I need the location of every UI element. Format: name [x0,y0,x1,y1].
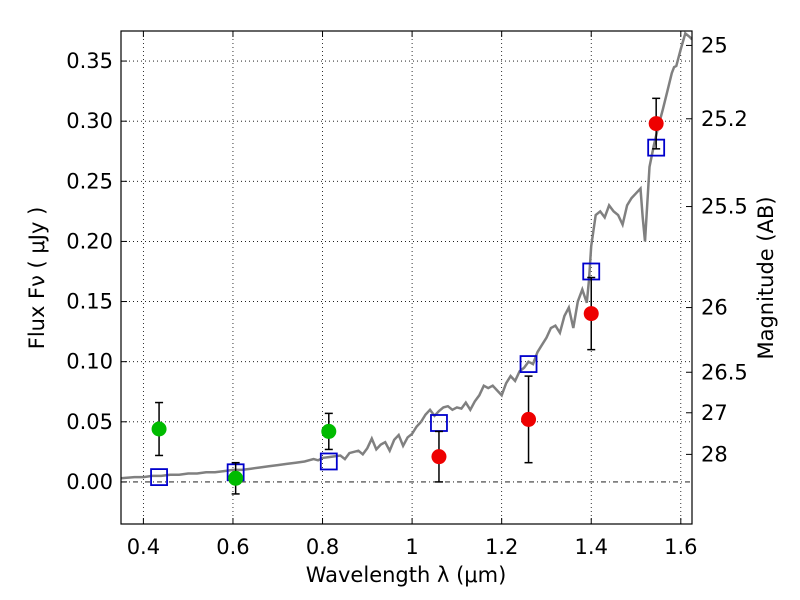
x-tick-label-4: 1.2 [485,535,518,559]
model-square-2 [319,452,338,471]
photometry-point-3-3 [648,116,664,132]
photometry-point-2-0 [151,421,167,437]
x-tick-label-6: 1.6 [664,535,697,559]
y-tick-label-6: 0.30 [66,109,113,133]
mag-tick-label-0: 25 [701,33,728,57]
plot-frame [120,30,693,525]
mag-tick-label-4: 26.5 [701,360,748,384]
photometry-point-2-2 [321,423,337,439]
x-tick-label-0: 0.4 [127,535,160,559]
photometry-point-3-2 [583,306,599,322]
photometry-point-2-1 [228,470,244,486]
y-tick-label-2: 0.10 [66,350,113,374]
plot-area: 0.4 0.6 0.8 1 1.2 1.4 1.6 0.00 0.05 0.10 0.15 0.20 0… [66,30,748,559]
right-axis-label: Magnitude (AB) [754,196,778,359]
y-tick-label-7: 0.35 [66,49,113,73]
x-tick-label-1: 0.6 [216,535,249,559]
y-tick-label-0: 0.00 [66,470,113,494]
y-axis-label: Flux Fν ( μJy ) [25,207,49,350]
mag-tick-label-3: 26 [701,296,728,320]
y-tick-label-4: 0.20 [66,229,113,253]
mag-tick-label-1: 25.2 [701,107,748,131]
y-tick-label-5: 0.25 [66,169,113,193]
x-axis-label: Wavelength λ (μm) [306,563,507,587]
x-tick-label-2: 0.8 [306,535,339,559]
mag-tick-label-6: 28 [701,442,728,466]
spectrum-line [121,31,692,480]
model-square-4 [519,355,538,373]
photometry-point-3-1 [521,411,537,427]
mag-tick-label-5: 27 [701,401,728,425]
mag-tick-label-2: 25.5 [701,195,748,219]
model-square-0 [150,468,168,487]
y-tick-label-1: 0.05 [66,410,113,434]
photometry-point-3-0 [431,449,447,465]
x-tick-label-5: 1.4 [575,535,608,559]
x-tick-label-3: 1 [405,535,418,559]
y-tick-label-3: 0.15 [66,290,113,314]
